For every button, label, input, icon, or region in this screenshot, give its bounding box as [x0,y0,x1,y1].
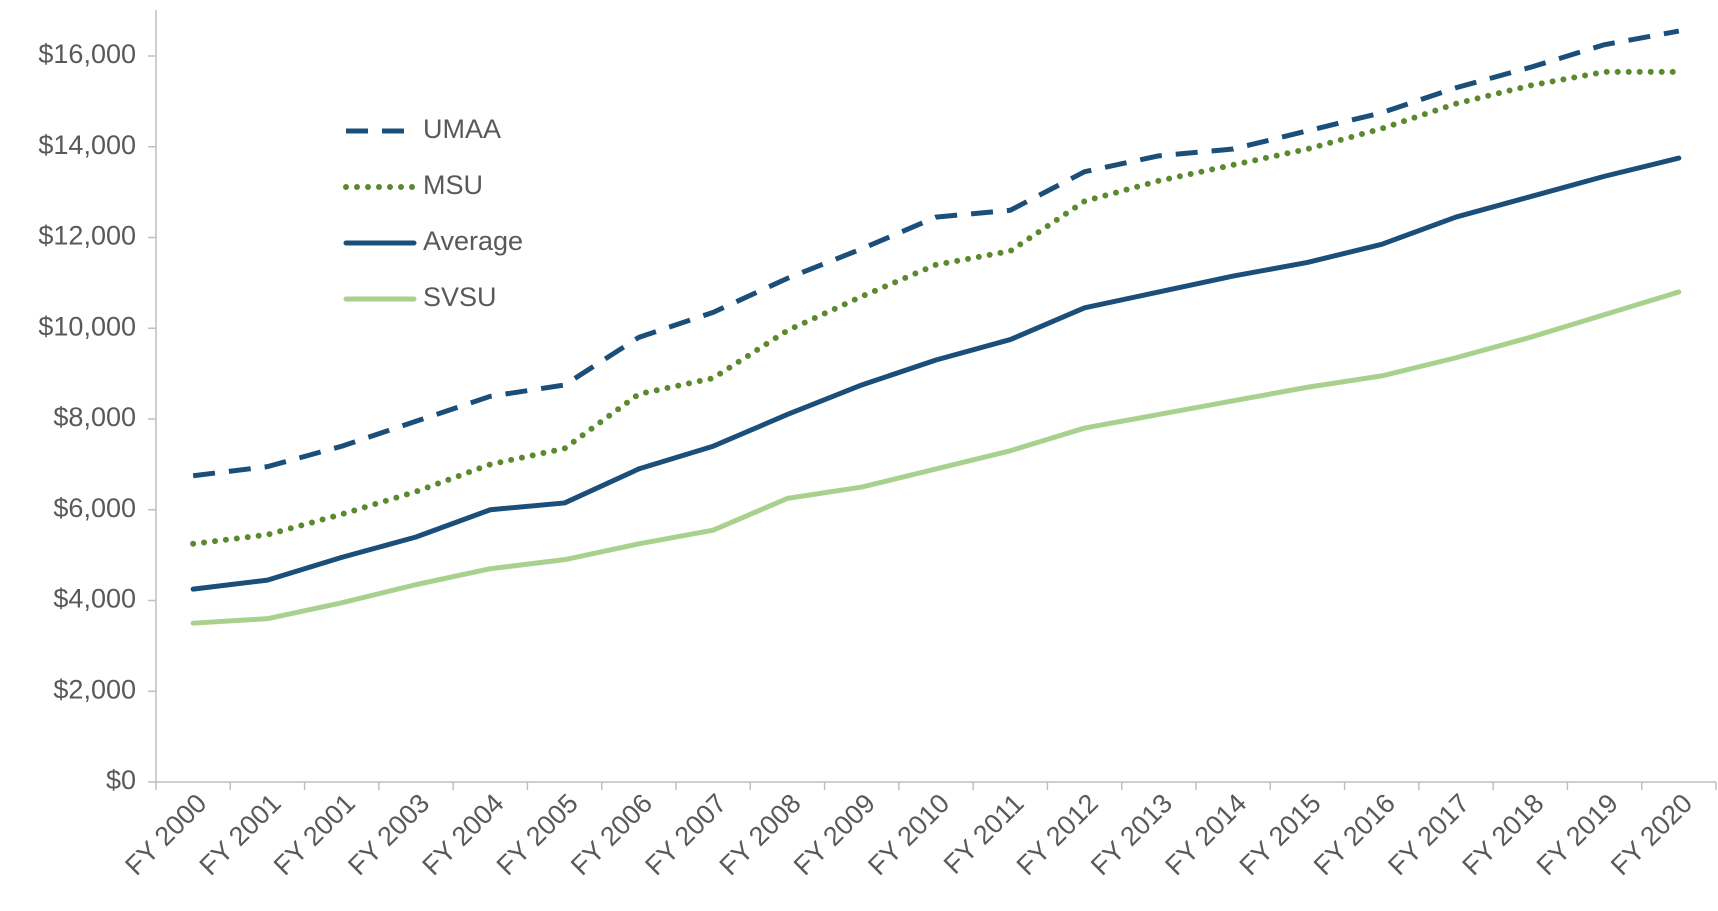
y-tick-label: $2,000 [53,674,136,704]
series-line [190,155,1682,592]
series-line [190,289,1682,626]
legend-label: SVSU [423,282,497,312]
x-tick-label: FY 2003 [342,788,435,881]
x-tick-label: FY 2020 [1605,788,1698,881]
y-tick-label: $16,000 [38,39,136,69]
y-tick-label: $0 [106,765,136,795]
x-tick-label: FY 2001 [268,788,361,881]
x-tick-label: FY 2012 [1011,788,1104,881]
x-tick-label: FY 2017 [1382,788,1475,881]
x-tick-label: FY 2004 [417,788,510,881]
y-tick-label: $10,000 [38,311,136,341]
x-tick-label: FY 2007 [639,788,732,881]
legend-label: MSU [423,170,483,200]
y-tick-label: $12,000 [38,221,136,251]
x-tick-label: FY 2009 [788,788,881,881]
x-tick-label: FY 2019 [1531,788,1624,881]
x-tick-label: FY 2000 [119,788,212,881]
series-line [192,28,1680,479]
y-tick-label: $14,000 [38,130,136,160]
x-tick-label: FY 2014 [1159,788,1252,881]
series-line [190,68,1682,547]
legend-label: UMAA [423,114,501,144]
x-tick-label: FY 2008 [714,788,807,881]
x-tick-label: FY 2013 [1085,788,1178,881]
x-tick-label: FY 2015 [1234,788,1327,881]
x-tick-label: FY 2006 [565,788,658,881]
x-tick-label: FY 2001 [194,788,287,881]
y-tick-label: $6,000 [53,493,136,523]
x-tick-label: FY 2005 [491,788,584,881]
x-tick-label: FY 2018 [1457,788,1550,881]
y-tick-label: $4,000 [53,584,136,614]
x-tick-label: FY 2016 [1308,788,1401,881]
legend-label: Average [423,226,523,256]
y-tick-label: $8,000 [53,402,136,432]
x-tick-label: FY 2010 [862,788,955,881]
